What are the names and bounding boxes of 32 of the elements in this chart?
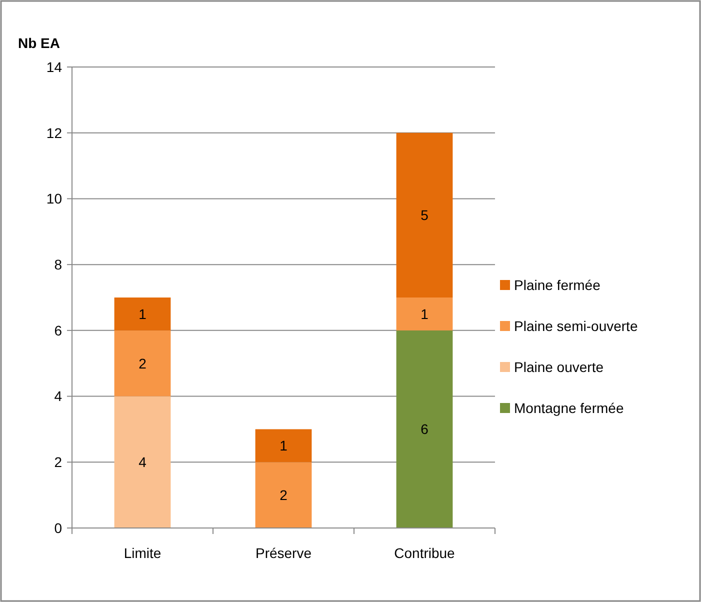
y-tick-label: 0 (54, 520, 62, 536)
data-label: 2 (138, 355, 147, 372)
legend-label: Plaine fermée (514, 276, 601, 293)
x-tick-label: Limite (124, 545, 162, 561)
bar (114, 396, 171, 528)
y-tick-label: 12 (46, 124, 62, 141)
bar (255, 429, 312, 462)
bar (396, 298, 453, 330)
data-label: 1 (138, 306, 147, 322)
y-tick-label: 8 (54, 256, 62, 272)
x-tick-label: Préserve (255, 545, 312, 561)
y-axis-title: Nb EA (18, 35, 60, 51)
data-label: 1 (420, 306, 429, 322)
legend-label: Plaine ouverte (514, 358, 604, 375)
data-label: 1 (280, 438, 288, 454)
x-tick-label: Contribue (394, 545, 456, 561)
bar (396, 330, 453, 528)
y-tick-label: 2 (54, 454, 62, 470)
bar (396, 132, 453, 298)
y-tick-label: 14 (46, 58, 62, 75)
data-label: 4 (138, 454, 147, 470)
data-label: 5 (420, 207, 429, 224)
legend-label: Montagne fermée (514, 400, 624, 416)
bar (255, 462, 312, 528)
y-tick-label: 4 (54, 388, 62, 404)
y-tick-label: 6 (54, 322, 62, 338)
legend-label: Plaine semi-ouverte (514, 318, 638, 334)
bar (114, 298, 171, 330)
data-label: 2 (280, 486, 288, 503)
data-label: 6 (420, 421, 429, 438)
y-tick-label: 10 (46, 190, 62, 207)
bar (114, 330, 171, 396)
